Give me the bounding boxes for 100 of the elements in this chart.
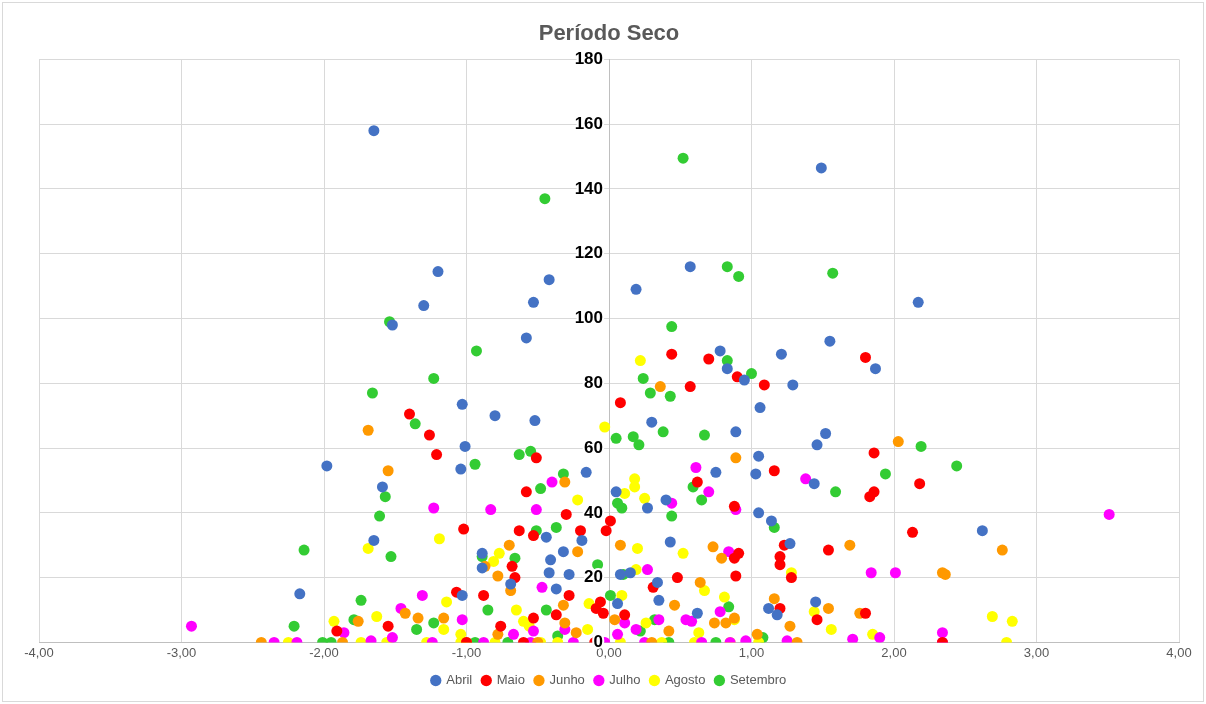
point — [811, 614, 823, 626]
point — [641, 564, 653, 576]
point — [874, 632, 886, 643]
legend-label: Maio — [496, 672, 525, 688]
y-tick-label: 100 — [574, 308, 603, 328]
point — [590, 602, 602, 614]
point — [563, 589, 575, 601]
point — [986, 610, 998, 622]
point — [328, 615, 340, 627]
point — [707, 541, 719, 553]
point — [868, 447, 880, 459]
point — [527, 612, 539, 624]
point — [630, 623, 642, 635]
point — [616, 589, 628, 601]
y-tick-label: 160 — [574, 113, 603, 133]
point — [936, 627, 948, 639]
point — [185, 620, 197, 632]
point — [458, 523, 470, 535]
point — [865, 567, 877, 579]
point — [619, 609, 631, 621]
point — [614, 397, 626, 409]
point — [720, 617, 732, 629]
point — [758, 379, 770, 391]
point — [640, 617, 652, 629]
point — [530, 452, 542, 464]
point — [693, 627, 705, 639]
point — [654, 381, 666, 393]
point — [438, 623, 450, 635]
point — [575, 525, 586, 537]
point — [785, 572, 797, 584]
point — [609, 614, 621, 626]
point — [614, 539, 626, 551]
point — [800, 473, 812, 485]
chart-title: Período Seco — [538, 20, 680, 46]
point — [438, 612, 450, 624]
point — [520, 486, 532, 498]
point — [557, 599, 569, 611]
point — [416, 589, 428, 601]
point — [506, 560, 518, 572]
point — [907, 526, 919, 538]
point — [784, 620, 796, 632]
point — [728, 552, 740, 564]
point — [632, 542, 643, 554]
point — [572, 494, 584, 506]
point — [844, 539, 856, 551]
legend-label: Abril — [446, 672, 473, 688]
point — [495, 620, 507, 632]
point — [503, 539, 515, 551]
x-tick-label: -4,00 — [24, 644, 54, 660]
point — [774, 559, 786, 571]
point — [703, 353, 715, 365]
point — [441, 596, 453, 608]
y-tick-label: 20 — [584, 567, 603, 587]
point — [485, 504, 497, 516]
point — [634, 355, 646, 367]
point — [492, 570, 504, 582]
point — [582, 623, 594, 635]
x-tick-label: -2,00 — [309, 644, 339, 660]
point — [560, 508, 572, 520]
point — [714, 606, 726, 618]
point — [860, 607, 871, 619]
point — [996, 544, 1008, 556]
point — [382, 620, 394, 632]
point — [864, 491, 876, 503]
point — [822, 544, 834, 556]
point — [559, 476, 571, 488]
x-tick-label: 1,00 — [738, 644, 765, 660]
point — [822, 602, 834, 614]
point — [677, 547, 689, 559]
x-tick-label: 3,00 — [1023, 644, 1050, 660]
point — [352, 615, 364, 627]
point — [527, 530, 539, 542]
point — [404, 408, 415, 420]
point — [639, 492, 651, 504]
point — [550, 609, 562, 621]
point — [493, 547, 505, 559]
point — [362, 424, 374, 436]
point — [914, 478, 926, 490]
point — [653, 614, 665, 626]
point — [728, 500, 740, 512]
point — [513, 525, 525, 537]
point — [371, 610, 383, 622]
point — [362, 542, 374, 554]
point — [690, 462, 702, 473]
point — [382, 465, 394, 477]
point — [456, 614, 468, 626]
point — [708, 617, 720, 629]
point — [716, 552, 728, 564]
point — [703, 486, 715, 498]
point — [718, 591, 730, 603]
point — [694, 576, 706, 588]
y-tick-label: 40 — [584, 502, 603, 522]
point — [508, 628, 520, 640]
legend-label: Junho — [549, 672, 585, 688]
point — [527, 625, 539, 637]
point — [600, 525, 612, 537]
legend-label: Julho — [609, 672, 641, 688]
point — [428, 502, 440, 514]
point — [698, 585, 710, 597]
point — [751, 628, 763, 640]
